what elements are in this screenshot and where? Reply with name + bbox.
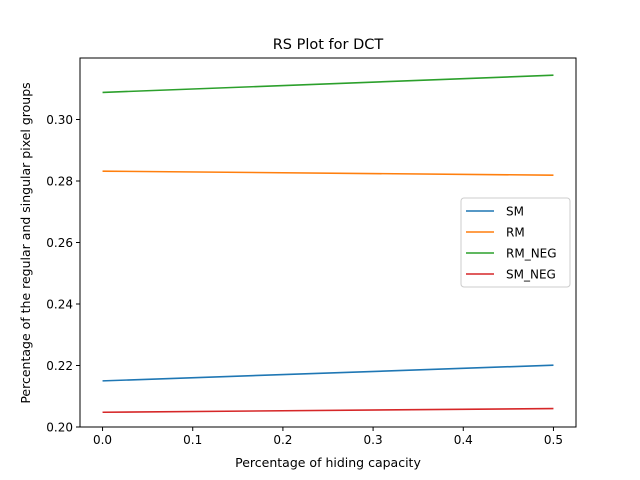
y-tick-label: 0.26	[46, 236, 73, 250]
series-line-rm-neg	[102, 74, 554, 94]
series-line-sm-neg	[102, 407, 554, 414]
x-axis-label: Percentage of hiding capacity	[235, 455, 421, 470]
plot-frame	[79, 57, 577, 428]
x-tick-label: 0.5	[544, 433, 563, 447]
legend: SM RM RM_NEG SM_NEG	[460, 197, 571, 288]
y-tick-label: 0.28	[46, 175, 73, 189]
legend-label-sm-neg: SM_NEG	[506, 268, 556, 282]
legend-box	[460, 197, 571, 288]
series-line-sm	[102, 364, 554, 382]
x-ticks: 0.0 0.1 0.2 0.3 0.4 0.5	[93, 427, 563, 447]
y-tick-label: 0.30	[46, 113, 73, 127]
y-axis-label: Percentage of the regular and singular p…	[18, 82, 33, 403]
x-tick-label: 0.3	[364, 433, 383, 447]
plot-lines	[102, 74, 554, 414]
x-tick-label: 0.0	[93, 433, 112, 447]
y-ticks: 0.20 0.22 0.24 0.26 0.28 0.30	[46, 113, 80, 435]
legend-label-sm: SM	[506, 205, 524, 219]
y-tick-label: 0.24	[46, 298, 73, 312]
y-tick-label: 0.20	[46, 421, 73, 435]
chart-title: RS Plot for DCT	[273, 37, 384, 53]
x-tick-label: 0.4	[454, 433, 473, 447]
x-tick-label: 0.1	[183, 433, 202, 447]
x-tick-label: 0.2	[273, 433, 292, 447]
y-tick-label: 0.22	[46, 359, 73, 373]
legend-label-rm: RM	[506, 226, 525, 240]
series-line-rm	[102, 170, 554, 176]
legend-label-rm-neg: RM_NEG	[506, 247, 557, 261]
